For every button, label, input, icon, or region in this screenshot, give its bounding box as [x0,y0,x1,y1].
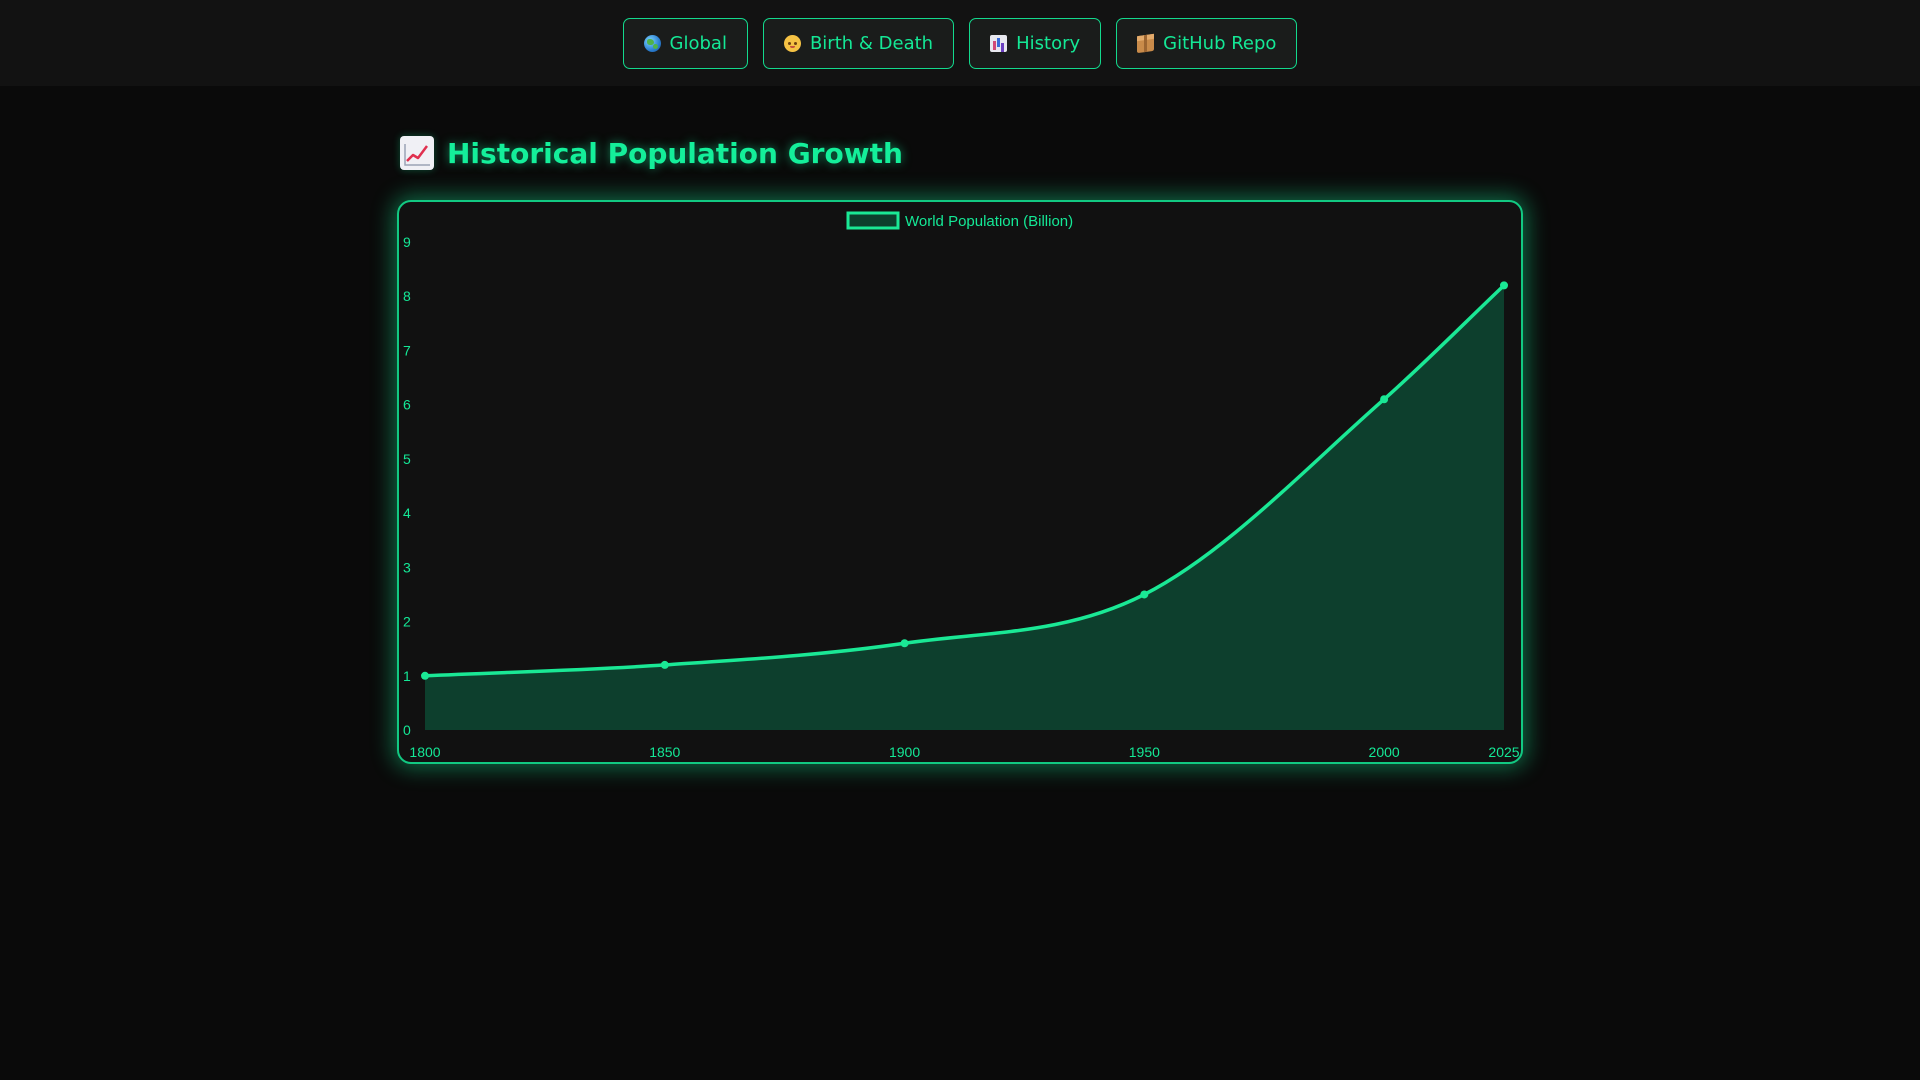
x-tick-label: 1900 [889,744,920,760]
y-tick-label: 9 [403,234,411,250]
y-tick-label: 6 [403,397,411,413]
globe-icon [643,35,661,52]
section-heading: Historical Population Growth [400,136,903,170]
top-nav-bar: Global Birth & Death History GitHub Repo [0,0,1920,86]
data-point[interactable] [421,671,429,680]
y-tick-label: 4 [403,505,411,521]
x-tick-label: 2000 [1369,744,1400,760]
nav-button-global[interactable]: Global [622,18,748,69]
y-axis: 0 1 2 3 4 5 6 7 8 9 [403,234,411,738]
data-point[interactable] [1380,395,1389,404]
y-tick-label: 2 [403,614,411,630]
nav-label-birth-death: Birth & Death [809,33,934,54]
nav-label-history: History [1016,33,1081,54]
nav-label-global: Global [669,33,727,54]
data-point[interactable] [1500,281,1508,290]
x-tick-label: 1850 [649,744,680,760]
x-tick-label: 1800 [409,744,440,760]
page-title: Historical Population Growth [447,136,903,170]
data-point[interactable] [660,660,669,669]
package-icon [1137,33,1155,54]
x-tick-label: 2025 [1488,744,1519,760]
x-tick-label: 1950 [1129,744,1160,760]
y-tick-label: 8 [403,288,411,304]
y-tick-label: 5 [403,451,411,467]
data-point[interactable] [900,639,909,648]
chart-legend[interactable]: World Population (Billion) [846,211,1073,230]
nav-button-birth-death[interactable]: Birth & Death [762,18,955,69]
baby-icon [783,35,801,52]
population-chart-card: World Population (Billion) 0 1 2 3 4 5 6 7 8 9 18… [397,200,1523,764]
y-tick-label: 3 [403,559,411,575]
x-axis: 1800 1850 1900 1950 2000 2025 [409,744,1519,760]
population-area-fill [425,285,1504,730]
nav-button-github-repo[interactable]: GitHub Repo [1116,18,1298,69]
data-point[interactable] [1140,590,1149,599]
chart-increasing-icon [400,136,434,170]
y-tick-label: 1 [403,668,411,684]
legend-label: World Population (Billion) [905,213,1073,230]
nav-button-history[interactable]: History [969,18,1102,69]
bar-chart-icon [990,35,1008,52]
population-chart: World Population (Billion) 0 1 2 3 4 5 6 7 8 9 18… [403,211,1520,760]
nav-label-github-repo: GitHub Repo [1163,33,1277,54]
y-tick-label: 0 [403,722,411,738]
data-points [421,281,1508,680]
legend-swatch [846,211,900,230]
y-tick-label: 7 [403,342,411,358]
